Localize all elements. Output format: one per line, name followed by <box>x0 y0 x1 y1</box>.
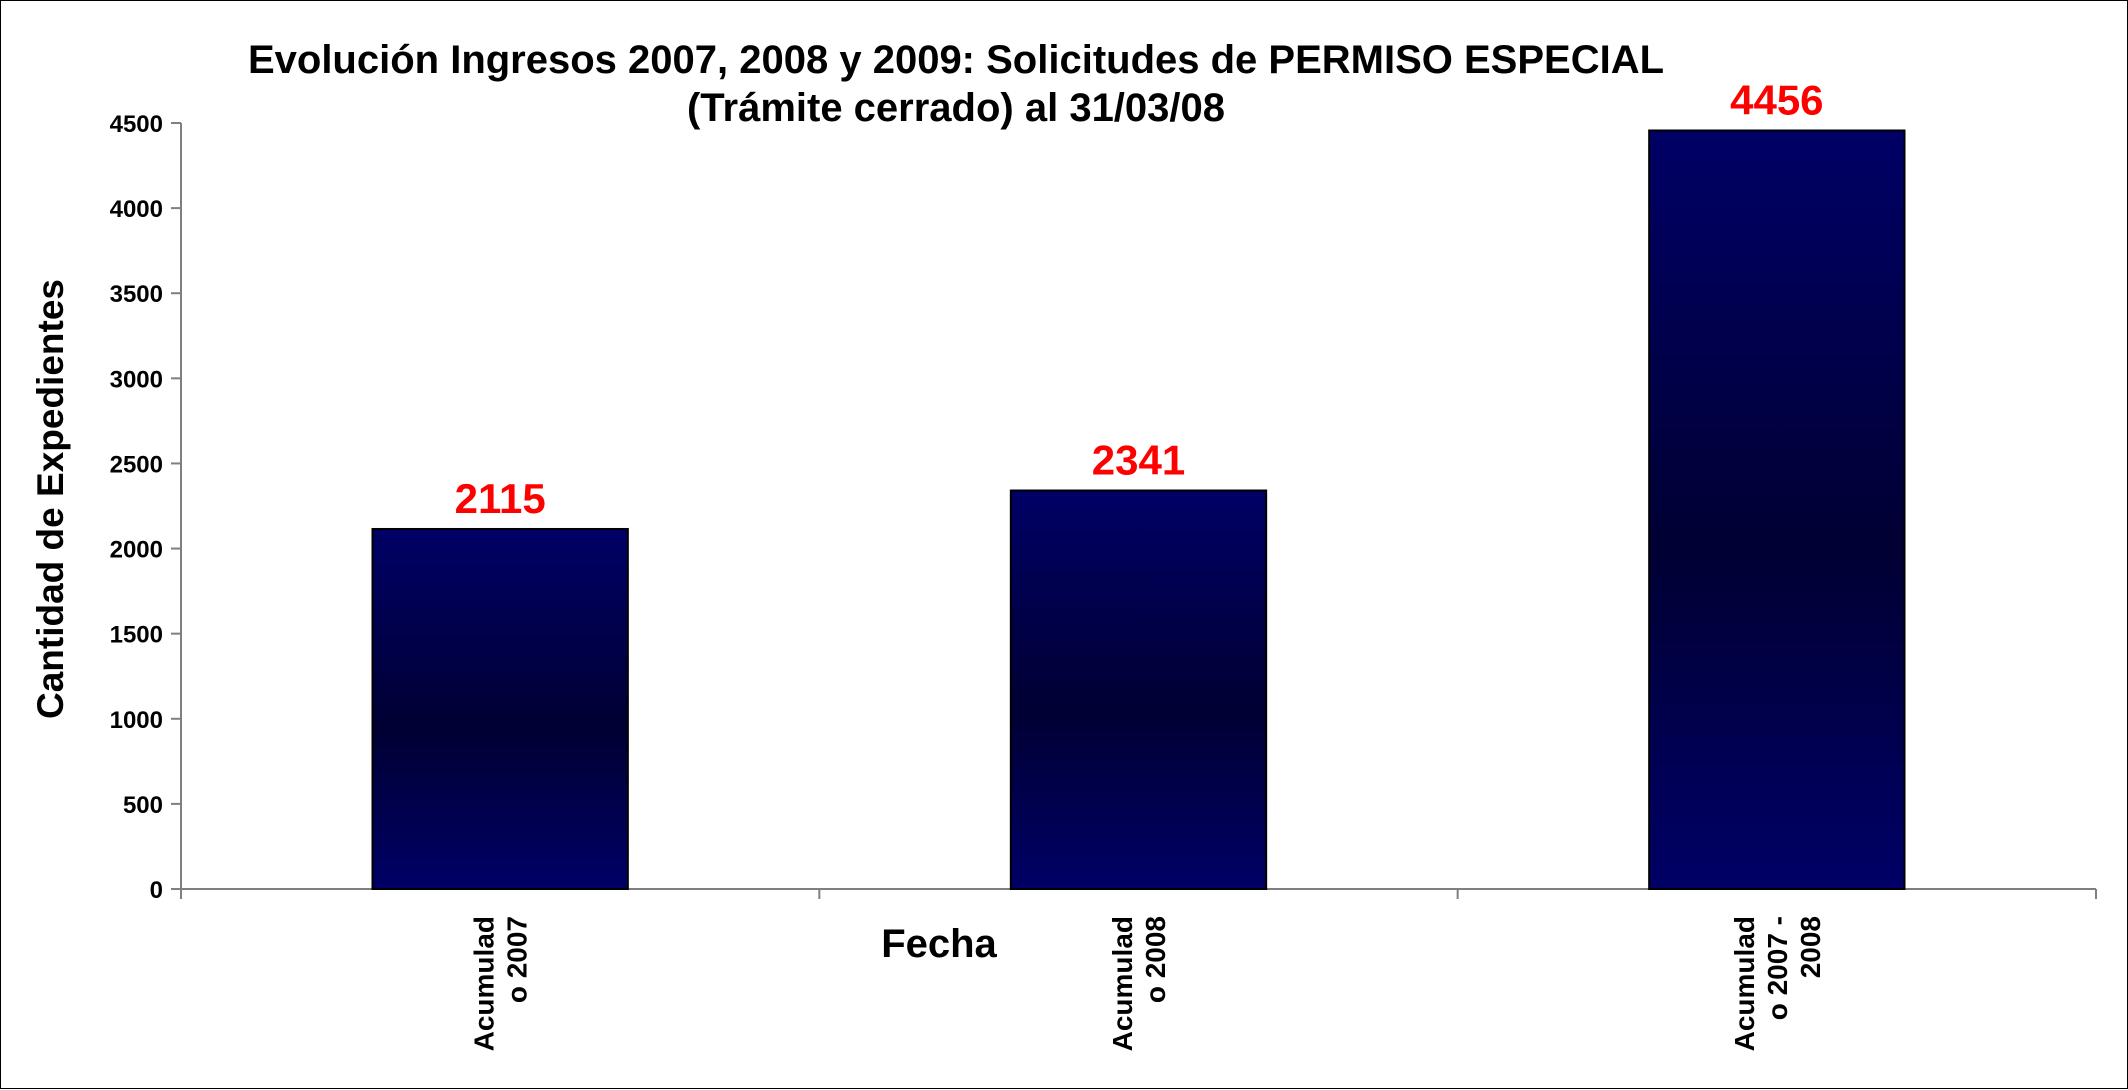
x-tick-label-line: Acumulad <box>469 916 500 1051</box>
y-tick-label: 1500 <box>110 622 163 649</box>
y-tick-label: 3000 <box>110 366 163 393</box>
y-tick-label: 1000 <box>110 707 163 734</box>
x-tick-label-line: o 2007 <box>502 916 533 1003</box>
data-label: 2115 <box>455 475 546 522</box>
bar <box>1648 129 1906 890</box>
y-axis-label: Cantidad de Expedientes <box>30 279 71 719</box>
x-tick-label-line: o 2007 - <box>1762 916 1793 1020</box>
bars <box>371 129 1906 890</box>
bar <box>371 527 629 890</box>
x-tick-label: Acumulad o 2007 <box>469 916 533 1051</box>
chart-title: Evolución Ingresos 2007, 2008 y 2009: So… <box>248 38 1664 82</box>
bar <box>1009 489 1268 890</box>
y-tick-label: 0 <box>150 877 163 904</box>
data-labels: 2115 2341 4456 <box>455 76 1824 521</box>
y-tick-label: 2000 <box>110 537 163 564</box>
x-tick-label-line: Acumulad <box>1729 916 1760 1051</box>
x-tick-label: Acumulad o 2008 <box>1107 916 1171 1051</box>
y-tick-label: 4500 <box>110 111 163 138</box>
axes: 0 500 1000 1500 2000 2500 3000 3500 4000 4500 Acum… <box>110 111 2097 1051</box>
y-tick-label: 500 <box>123 792 163 819</box>
x-tick-label-line: o 2008 <box>1140 916 1171 1003</box>
y-tick-label: 4000 <box>110 196 163 223</box>
y-tick-label: 3500 <box>110 281 163 308</box>
x-tick-label-line: Acumulad <box>1107 916 1138 1051</box>
y-tick-label: 2500 <box>110 451 163 478</box>
data-label: 4456 <box>1730 76 1823 123</box>
x-tick-label: Acumulad o 2007 -2008 <box>1729 916 1826 1051</box>
x-tick-label-line: 2008 <box>1795 916 1826 978</box>
x-axis-label: Fecha <box>881 922 997 966</box>
data-label: 2341 <box>1092 437 1185 484</box>
chart-subtitle: (Trámite cerrado) al 31/03/08 <box>687 86 1225 130</box>
